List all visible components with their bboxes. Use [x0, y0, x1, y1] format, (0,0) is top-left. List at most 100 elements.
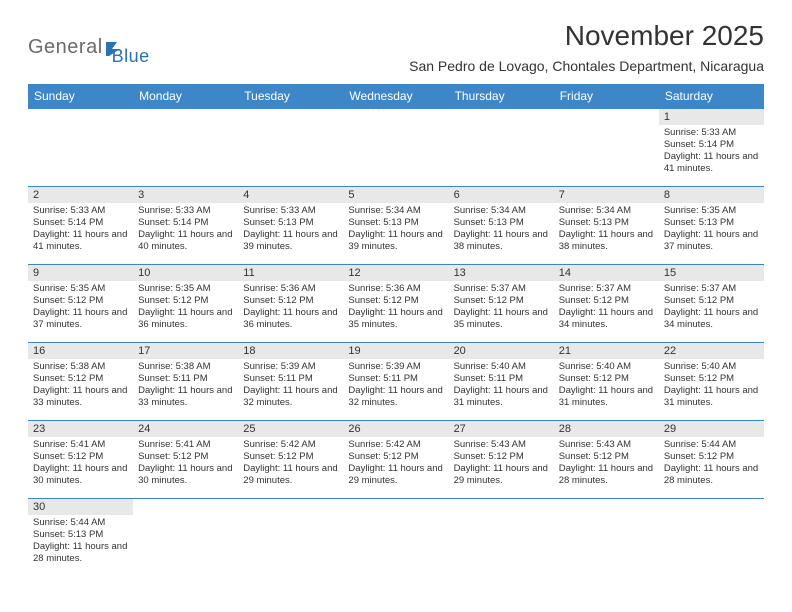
daylight-line: Daylight: 11 hours and 38 minutes. — [454, 229, 549, 253]
sunrise-line: Sunrise: 5:34 AM — [559, 205, 654, 217]
calendar-day-cell: 3Sunrise: 5:33 AMSunset: 5:14 PMDaylight… — [133, 187, 238, 265]
daylight-line: Daylight: 11 hours and 40 minutes. — [138, 229, 233, 253]
sunrise-line: Sunrise: 5:35 AM — [33, 283, 128, 295]
calendar-week-row: 2Sunrise: 5:33 AMSunset: 5:14 PMDaylight… — [28, 187, 764, 265]
calendar-week-row: 23Sunrise: 5:41 AMSunset: 5:12 PMDayligh… — [28, 421, 764, 499]
daylight-line: Daylight: 11 hours and 38 minutes. — [559, 229, 654, 253]
calendar-day-cell — [133, 499, 238, 577]
sunrise-line: Sunrise: 5:42 AM — [348, 439, 443, 451]
calendar-day-cell: 23Sunrise: 5:41 AMSunset: 5:12 PMDayligh… — [28, 421, 133, 499]
calendar-day-cell: 26Sunrise: 5:42 AMSunset: 5:12 PMDayligh… — [343, 421, 448, 499]
daylight-line: Daylight: 11 hours and 28 minutes. — [664, 463, 759, 487]
day-number: 19 — [343, 343, 448, 359]
sunset-line: Sunset: 5:12 PM — [348, 295, 443, 307]
day-number: 7 — [554, 187, 659, 203]
sunset-line: Sunset: 5:11 PM — [348, 373, 443, 385]
location-text: San Pedro de Lovago, Chontales Departmen… — [409, 58, 764, 74]
daylight-line: Daylight: 11 hours and 30 minutes. — [33, 463, 128, 487]
day-details: Sunrise: 5:42 AMSunset: 5:12 PMDaylight:… — [343, 437, 448, 490]
sunset-line: Sunset: 5:11 PM — [138, 373, 233, 385]
sunrise-line: Sunrise: 5:38 AM — [138, 361, 233, 373]
sunset-line: Sunset: 5:12 PM — [664, 373, 759, 385]
sunrise-line: Sunrise: 5:37 AM — [454, 283, 549, 295]
day-details: Sunrise: 5:41 AMSunset: 5:12 PMDaylight:… — [28, 437, 133, 490]
sunrise-line: Sunrise: 5:40 AM — [664, 361, 759, 373]
calendar-day-cell: 20Sunrise: 5:40 AMSunset: 5:11 PMDayligh… — [449, 343, 554, 421]
daylight-line: Daylight: 11 hours and 34 minutes. — [664, 307, 759, 331]
sunset-line: Sunset: 5:12 PM — [559, 451, 654, 463]
day-number: 26 — [343, 421, 448, 437]
sunrise-line: Sunrise: 5:44 AM — [664, 439, 759, 451]
day-number: 20 — [449, 343, 554, 359]
calendar-day-cell: 15Sunrise: 5:37 AMSunset: 5:12 PMDayligh… — [659, 265, 764, 343]
daylight-line: Daylight: 11 hours and 41 minutes. — [664, 151, 759, 175]
sunrise-line: Sunrise: 5:41 AM — [138, 439, 233, 451]
sunrise-line: Sunrise: 5:34 AM — [348, 205, 443, 217]
day-details: Sunrise: 5:33 AMSunset: 5:14 PMDaylight:… — [133, 203, 238, 256]
sunset-line: Sunset: 5:12 PM — [454, 451, 549, 463]
sunrise-line: Sunrise: 5:35 AM — [664, 205, 759, 217]
daylight-line: Daylight: 11 hours and 32 minutes. — [243, 385, 338, 409]
sunrise-line: Sunrise: 5:38 AM — [33, 361, 128, 373]
day-header-row: Sunday Monday Tuesday Wednesday Thursday… — [28, 84, 764, 109]
sunset-line: Sunset: 5:12 PM — [138, 295, 233, 307]
sunrise-line: Sunrise: 5:39 AM — [348, 361, 443, 373]
sunset-line: Sunset: 5:13 PM — [664, 217, 759, 229]
day-details: Sunrise: 5:43 AMSunset: 5:12 PMDaylight:… — [449, 437, 554, 490]
day-number: 18 — [238, 343, 343, 359]
day-number: 14 — [554, 265, 659, 281]
day-number: 4 — [238, 187, 343, 203]
daylight-line: Daylight: 11 hours and 29 minutes. — [243, 463, 338, 487]
day-header: Tuesday — [238, 84, 343, 109]
sunset-line: Sunset: 5:12 PM — [664, 295, 759, 307]
sunset-line: Sunset: 5:12 PM — [664, 451, 759, 463]
calendar-week-row: 16Sunrise: 5:38 AMSunset: 5:12 PMDayligh… — [28, 343, 764, 421]
sunrise-line: Sunrise: 5:41 AM — [33, 439, 128, 451]
calendar-day-cell: 5Sunrise: 5:34 AMSunset: 5:13 PMDaylight… — [343, 187, 448, 265]
sunset-line: Sunset: 5:14 PM — [664, 139, 759, 151]
brand-part2: Blue — [112, 46, 150, 67]
day-header: Thursday — [449, 84, 554, 109]
sunset-line: Sunset: 5:11 PM — [243, 373, 338, 385]
calendar-day-cell: 27Sunrise: 5:43 AMSunset: 5:12 PMDayligh… — [449, 421, 554, 499]
day-number: 29 — [659, 421, 764, 437]
daylight-line: Daylight: 11 hours and 28 minutes. — [33, 541, 128, 565]
day-number: 5 — [343, 187, 448, 203]
day-number: 11 — [238, 265, 343, 281]
calendar-day-cell: 30Sunrise: 5:44 AMSunset: 5:13 PMDayligh… — [28, 499, 133, 577]
day-number: 17 — [133, 343, 238, 359]
sunrise-line: Sunrise: 5:33 AM — [33, 205, 128, 217]
day-header: Wednesday — [343, 84, 448, 109]
day-number: 16 — [28, 343, 133, 359]
sunrise-line: Sunrise: 5:40 AM — [559, 361, 654, 373]
calendar-day-cell — [554, 109, 659, 187]
day-number: 6 — [449, 187, 554, 203]
calendar-day-cell: 8Sunrise: 5:35 AMSunset: 5:13 PMDaylight… — [659, 187, 764, 265]
sunset-line: Sunset: 5:13 PM — [454, 217, 549, 229]
day-details: Sunrise: 5:40 AMSunset: 5:12 PMDaylight:… — [659, 359, 764, 412]
sunset-line: Sunset: 5:12 PM — [33, 451, 128, 463]
day-details: Sunrise: 5:34 AMSunset: 5:13 PMDaylight:… — [449, 203, 554, 256]
calendar-day-cell: 7Sunrise: 5:34 AMSunset: 5:13 PMDaylight… — [554, 187, 659, 265]
day-details: Sunrise: 5:37 AMSunset: 5:12 PMDaylight:… — [449, 281, 554, 334]
day-details: Sunrise: 5:43 AMSunset: 5:12 PMDaylight:… — [554, 437, 659, 490]
calendar-day-cell: 6Sunrise: 5:34 AMSunset: 5:13 PMDaylight… — [449, 187, 554, 265]
day-number: 23 — [28, 421, 133, 437]
daylight-line: Daylight: 11 hours and 33 minutes. — [138, 385, 233, 409]
daylight-line: Daylight: 11 hours and 32 minutes. — [348, 385, 443, 409]
sunset-line: Sunset: 5:12 PM — [243, 451, 338, 463]
sunrise-line: Sunrise: 5:42 AM — [243, 439, 338, 451]
day-details: Sunrise: 5:36 AMSunset: 5:12 PMDaylight:… — [343, 281, 448, 334]
daylight-line: Daylight: 11 hours and 39 minutes. — [243, 229, 338, 253]
day-number: 24 — [133, 421, 238, 437]
sunrise-line: Sunrise: 5:39 AM — [243, 361, 338, 373]
sunrise-line: Sunrise: 5:35 AM — [138, 283, 233, 295]
day-details: Sunrise: 5:40 AMSunset: 5:11 PMDaylight:… — [449, 359, 554, 412]
calendar-day-cell: 21Sunrise: 5:40 AMSunset: 5:12 PMDayligh… — [554, 343, 659, 421]
sunset-line: Sunset: 5:14 PM — [33, 217, 128, 229]
daylight-line: Daylight: 11 hours and 31 minutes. — [664, 385, 759, 409]
calendar-day-cell — [28, 109, 133, 187]
calendar-day-cell: 14Sunrise: 5:37 AMSunset: 5:12 PMDayligh… — [554, 265, 659, 343]
day-details: Sunrise: 5:44 AMSunset: 5:12 PMDaylight:… — [659, 437, 764, 490]
day-details: Sunrise: 5:33 AMSunset: 5:14 PMDaylight:… — [28, 203, 133, 256]
